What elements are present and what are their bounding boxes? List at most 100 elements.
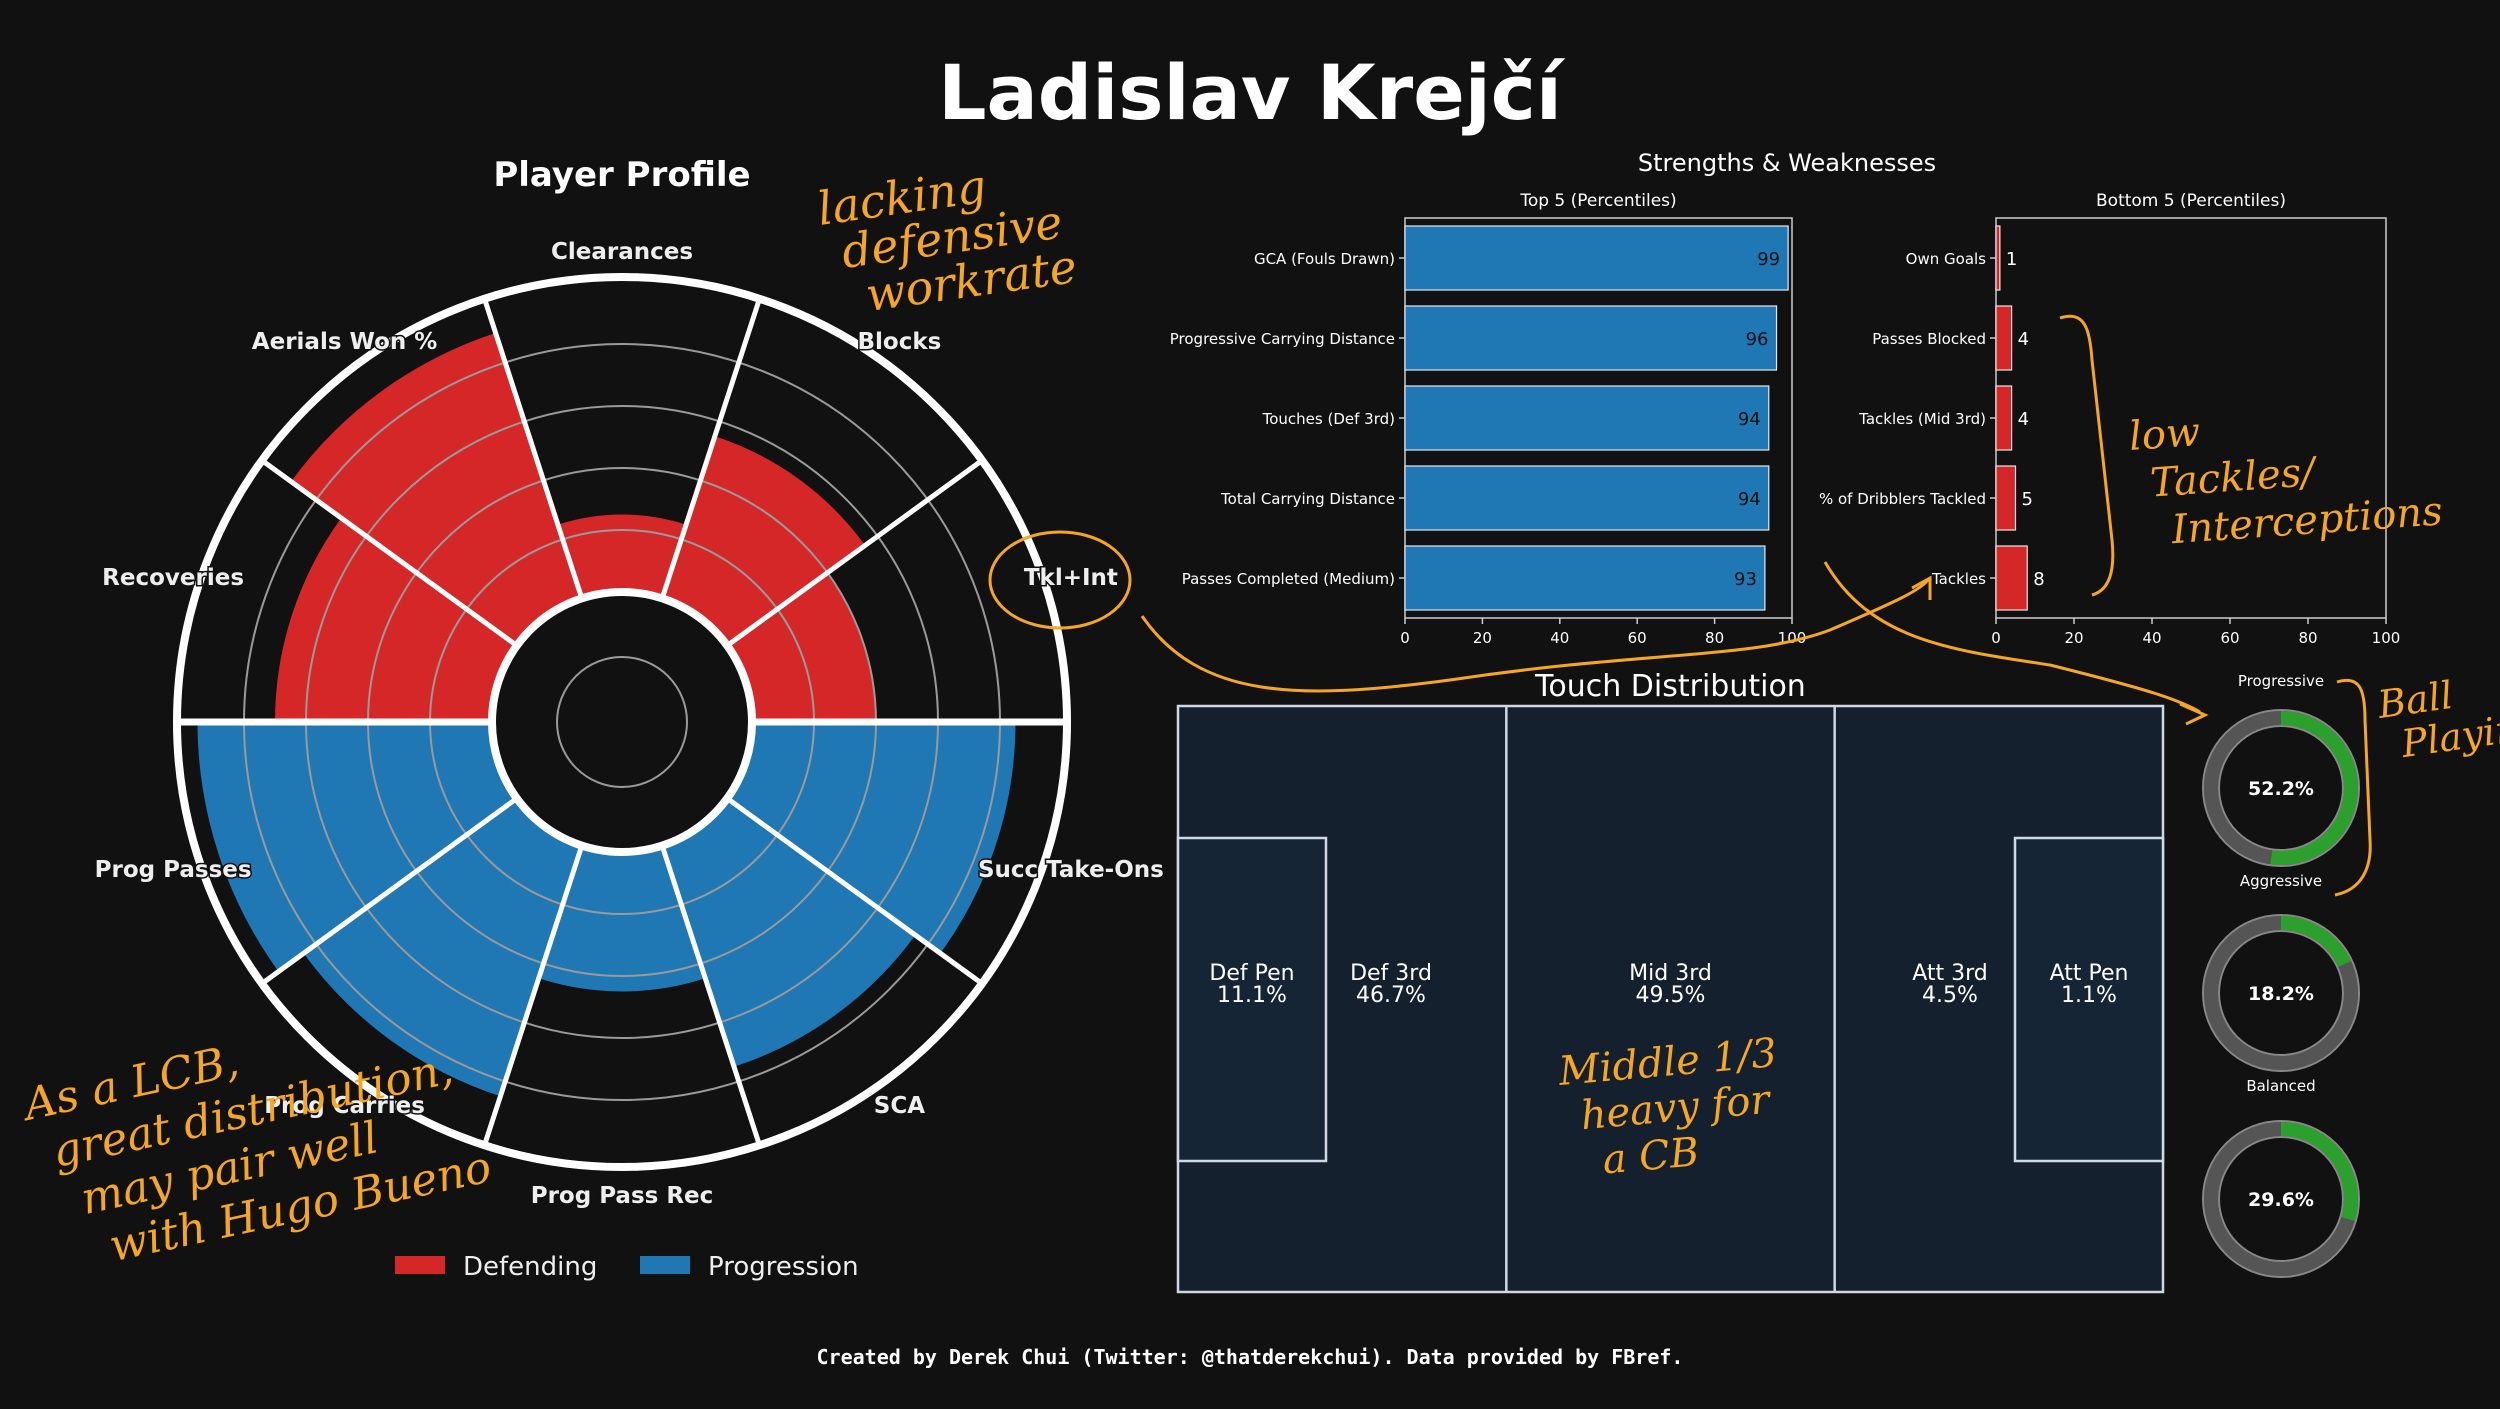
legend-label-defending: Defending	[463, 1252, 597, 1282]
bottom-bars-xtick-label: 40	[2142, 629, 2161, 647]
radar-center-ring	[556, 656, 688, 788]
top-bars-xtick-label: 0	[1400, 629, 1410, 647]
pitch-outline	[1176, 704, 2165, 1294]
radar-label-aerials-won-: Aerials Won %	[252, 329, 438, 355]
top5-bar-chart: Top 5 (Percentiles) GCA (Fouls Drawn) 99 Pr…	[1170, 191, 1807, 647]
radar-divider	[482, 844, 585, 1146]
top-bars-category-label: Total Carrying Distance	[1220, 490, 1395, 508]
radar-chart: Player Profile Clearances Blocks Tkl+Int Su…	[93, 155, 1165, 1282]
radar-wedge-prog-passes	[197, 722, 517, 972]
top-bars-xtick-label: 60	[1628, 629, 1647, 647]
radar-divider	[482, 298, 585, 600]
radar-legend: Defending Progression	[395, 1252, 859, 1282]
bottom-bars-category-label: Tackles	[1931, 570, 1986, 588]
arrow-head-donut	[2179, 702, 2209, 726]
zone-label-def-pen: Def Pen	[1209, 961, 1294, 986]
legend-swatch-defending	[395, 1256, 445, 1274]
zone-label-att-3rd: Att 3rd	[1912, 961, 1988, 986]
donut-2: 18.2% Balanced	[2202, 914, 2360, 1095]
radar-divider	[659, 298, 762, 600]
annotation-ball-playing-line: Ball	[2374, 673, 2455, 727]
donut-arc	[2280, 916, 2352, 968]
radar-divider	[260, 796, 519, 986]
top-bars-value-label: 94	[1738, 409, 1761, 430]
top-bars-xtick-label: 80	[1705, 629, 1724, 647]
donut-value-label: 18.2%	[2248, 983, 2314, 1005]
radar-title: Player Profile	[493, 155, 750, 195]
radar-label-prog-carries: Prog Carries	[264, 1093, 425, 1119]
def-penalty-box	[1176, 836, 1328, 1163]
top-bars-value-label: 94	[1738, 489, 1761, 510]
bottom-bars-category-label: % of Dribblers Tackled	[1819, 490, 1986, 508]
legend-label-progression: Progression	[708, 1252, 859, 1282]
radar-wedge-sca	[662, 798, 916, 1067]
top-bars-category-label: Progressive Carrying Distance	[1170, 330, 1395, 348]
top-bars-category-label: Touches (Def 3rd)	[1262, 410, 1395, 428]
bottom-bars-value-label: 8	[2033, 569, 2044, 590]
donut-3: 29.6%	[2202, 1120, 2360, 1278]
bottom5-bar-chart: Bottom 5 (Percentiles) Own Goals 1 Passes B…	[1819, 191, 2400, 647]
bottom-bars-value-label: 4	[2018, 329, 2029, 350]
top-bars-category-label: GCA (Fouls Drawn)	[1254, 250, 1395, 268]
donut-top-label: Progressive	[2238, 672, 2324, 690]
top-bars-bar	[1404, 225, 1789, 291]
donut-inner-edge	[2218, 930, 2344, 1056]
radar-wedge-prog-pass-rec	[538, 845, 706, 992]
radar-label-clearances: Clearances	[551, 239, 693, 265]
donut-outer-edge	[2202, 1120, 2360, 1278]
bracket-ball-playing	[2334, 678, 2372, 897]
radar-label-succ-take-ons: Succ Take-Ons	[978, 857, 1164, 883]
bottom-bars-value-label: 5	[2022, 489, 2033, 510]
radar-divider	[260, 458, 519, 648]
radar-wedge-prog-carries	[303, 798, 582, 1097]
zone-label-mid-3rd: Mid 3rd	[1629, 961, 1712, 986]
top-bars-bar	[1404, 305, 1778, 371]
donut-1: 52.2% Progressive Aggressive	[2202, 672, 2360, 890]
radar-divider	[659, 844, 762, 1146]
radar-center-hole	[488, 588, 756, 856]
radar-wedge-recoveries	[275, 518, 517, 722]
zone-value-def-pen: 11.1%	[1217, 983, 1287, 1008]
zone-value-att-pen: 1.1%	[2061, 983, 2117, 1008]
tkl-int-circle	[988, 530, 1132, 630]
zone-value-mid-3rd: 49.5%	[1636, 983, 1706, 1008]
bottom-bars-title: Bottom 5 (Percentiles)	[2096, 191, 2286, 211]
top-bars-value-label: 93	[1734, 569, 1757, 590]
top-bars-title: Top 5 (Percentiles)	[1519, 191, 1676, 211]
bottom-bars-category-label: Own Goals	[1906, 250, 1987, 268]
footer-credit: Created by Derek Chui (Twitter: @thatder…	[816, 1345, 1684, 1369]
bottom-bars-xtick-label: 60	[2220, 629, 2239, 647]
donut-value-label: 29.6%	[2248, 1189, 2314, 1211]
radar-label-sca: SCA	[874, 1093, 925, 1119]
zone-label-def-3rd: Def 3rd	[1350, 961, 1432, 986]
donut-value-label: 52.2%	[2248, 778, 2314, 800]
donut-outer-edge	[2202, 709, 2360, 867]
bottom-bars-category-label: Passes Blocked	[1872, 330, 1986, 348]
annotation-low-tackles-line: low	[2127, 409, 2201, 460]
bottom-bars-bar	[1995, 305, 2013, 371]
bottom-bars-bar	[1995, 545, 2028, 611]
top-bars-category-label: Passes Completed (Medium)	[1182, 570, 1395, 588]
zone-value-att-3rd: 4.5%	[1922, 983, 1978, 1008]
radar-label-prog-passes: Prog Passes	[95, 857, 252, 883]
top-bars-bar	[1404, 465, 1770, 531]
annotation-middle-third-line: a CB	[1601, 1129, 1701, 1183]
legend-swatch-progression	[640, 1256, 690, 1274]
bracket-tackles	[2059, 314, 2115, 597]
top-bars-value-label: 96	[1746, 329, 1769, 350]
style-donuts: 52.2% Progressive Aggressive 18.2% Balanced 2…	[2202, 672, 2360, 1278]
donut-bottom-label: Balanced	[2246, 1077, 2315, 1095]
radar-wedge-succ-take-ons	[727, 722, 1016, 954]
donut-bottom-label: Aggressive	[2240, 872, 2322, 890]
bottom-bars-xtick-label: 20	[2064, 629, 2083, 647]
radar-wedge-tkl-int	[727, 572, 876, 722]
radar-label-tkl-int: Tkl+Int	[1024, 565, 1118, 591]
radar-divider	[725, 796, 984, 986]
strengths-weaknesses-title: Strengths & Weaknesses	[1638, 149, 1936, 177]
arrow-head-tackles	[1911, 575, 1932, 600]
bottom-bars-xtick-label: 100	[2372, 629, 2401, 647]
